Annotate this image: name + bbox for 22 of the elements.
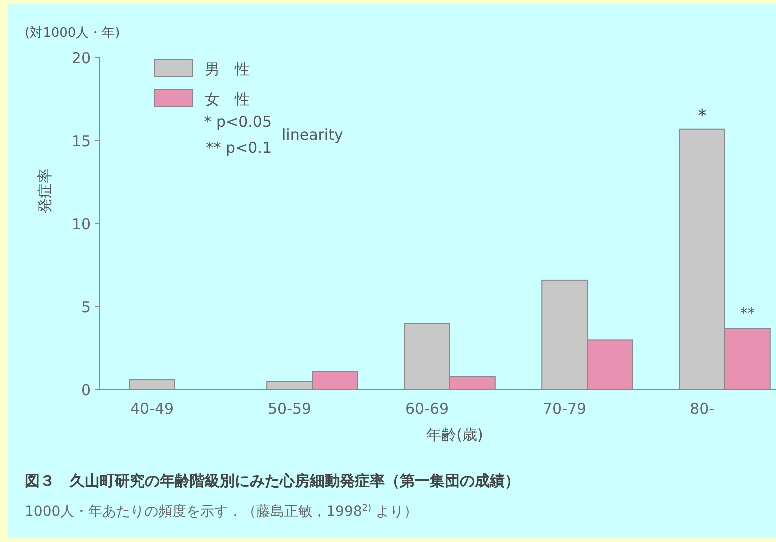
text: 図３ 久山町研究の年齢階級別にみた心房細動発症率（第一集団の成績） [25, 472, 520, 490]
annotation: * [698, 106, 707, 126]
y-tick-label: 20 [72, 49, 91, 68]
legend-label: 男 性 [205, 60, 250, 78]
x-tick-label: 80- [690, 400, 715, 418]
y-tick-label: 10 [72, 215, 91, 234]
annotation: linearity [282, 126, 344, 144]
annotation: ** p<0.1 [206, 139, 272, 157]
legend-label: 女 性 [205, 90, 250, 108]
y-tick-label: 15 [72, 132, 91, 150]
x-axis-title: 年齢(歳) [426, 426, 484, 444]
x-tick-label: 40-49 [130, 400, 174, 418]
annotation: ** [740, 304, 756, 323]
x-tick-label: 50-59 [268, 400, 312, 418]
y-tick-label: 5 [81, 298, 91, 316]
x-tick-label: 60-69 [406, 400, 450, 418]
x-tick-label: 70-79 [543, 400, 587, 418]
y-axis-title: 発症率 [36, 168, 54, 214]
text: 1000人・年あたりの頻度を示す．（藤島正敏，1998$^{2)}$ より） [25, 504, 418, 520]
annotation: * p<0.05 [204, 113, 272, 131]
y-tick-label: 0 [81, 381, 91, 400]
text: (対1000人・年) [25, 25, 120, 41]
